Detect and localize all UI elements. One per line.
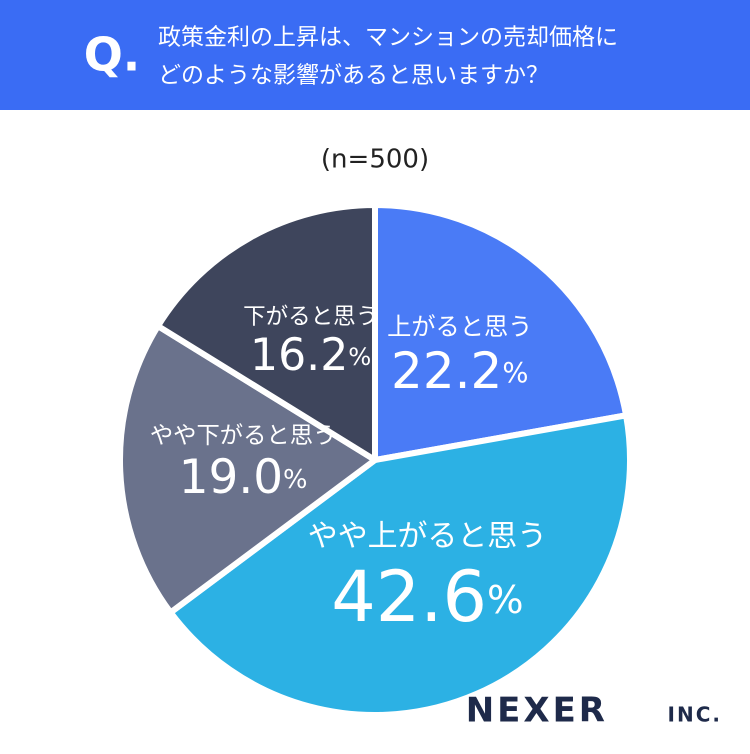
value-label: 42.6% [331, 556, 523, 638]
question-badge: Q. [84, 28, 141, 82]
value-label: 22.2% [391, 341, 528, 399]
question-line: 政策金利の上昇は、マンションの売却価格に [158, 25, 618, 51]
slice-label: やや下がると思う [150, 422, 337, 449]
slice-label: やや上がると思う [308, 519, 547, 554]
pie-slice [372, 202, 630, 463]
slice-label: 下がると思う [243, 304, 378, 330]
slice-label: 上がると思う [387, 313, 532, 341]
pie-slice [167, 412, 633, 718]
question-line: どのような影響があると思いますか？ [158, 63, 549, 89]
pie-slice [117, 323, 378, 616]
value-label: 16.2% [250, 330, 371, 381]
logo-suffix: INC. [668, 703, 722, 727]
header-bar [0, 0, 750, 110]
pie-slice [154, 202, 378, 463]
value-label: 19.0% [179, 450, 308, 504]
subtitle: (n=500) [321, 145, 429, 175]
logo: NEXER [466, 691, 608, 731]
